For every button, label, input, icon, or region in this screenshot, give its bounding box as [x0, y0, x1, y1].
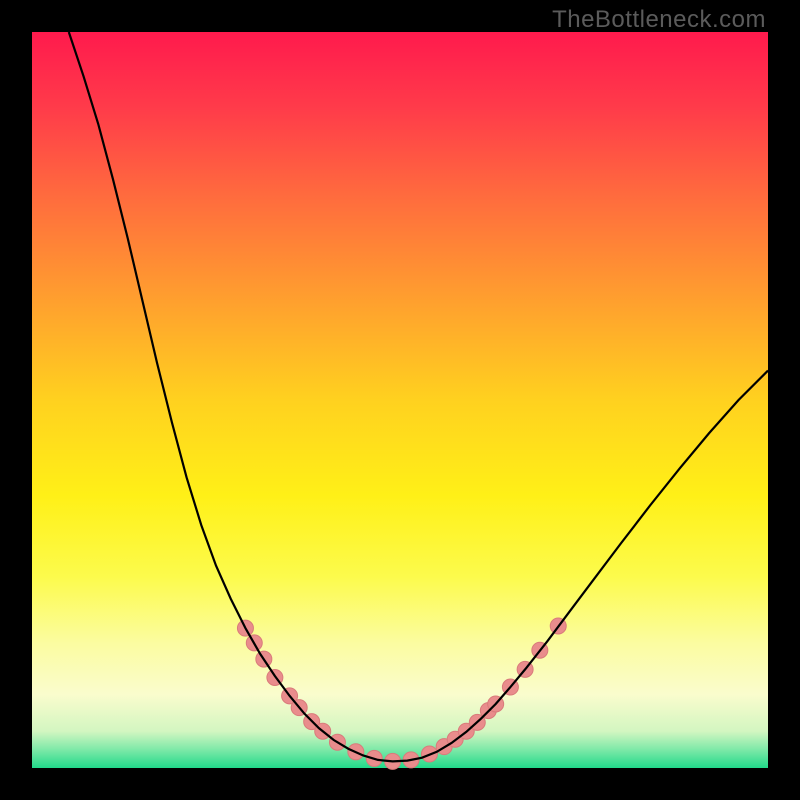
chart-svg — [32, 32, 768, 768]
watermark-text: TheBottleneck.com — [552, 6, 766, 34]
bottleneck-curve — [69, 32, 768, 761]
chart-frame: TheBottleneck.com — [0, 0, 800, 800]
